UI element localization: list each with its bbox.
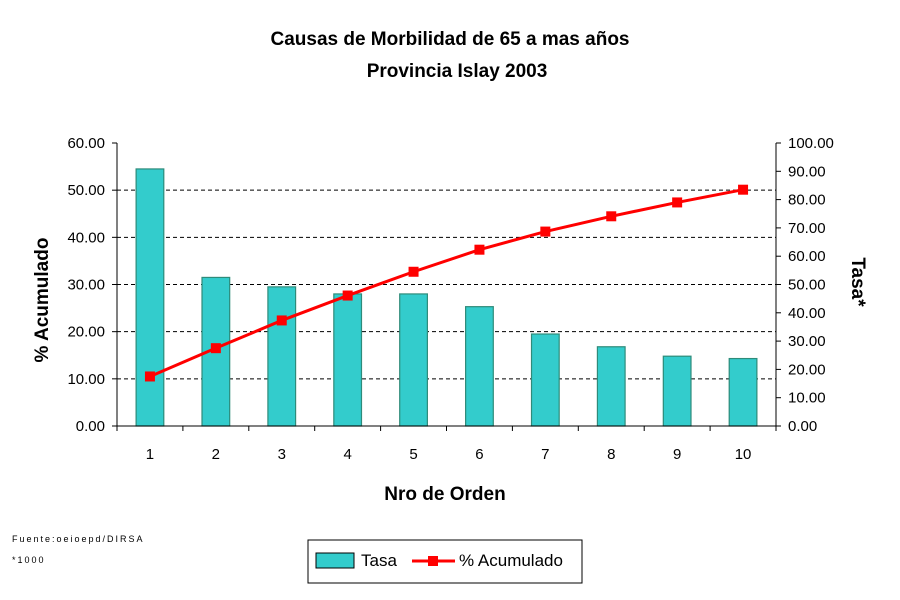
bar-tasa — [465, 306, 494, 427]
x-axis-title: Nro de Orden — [384, 484, 505, 505]
right-tick-label: 90.00 — [788, 163, 826, 180]
left-tick-label: 20.00 — [67, 324, 105, 341]
point-acumulado — [144, 371, 155, 382]
right-tick-label: 30.00 — [788, 333, 826, 350]
bar-tasa — [399, 293, 428, 427]
right-tick-label: 80.00 — [788, 192, 826, 209]
x-tick-label: 10 — [735, 446, 752, 463]
bar-tasa — [662, 355, 692, 427]
right-tick-label: 50.00 — [788, 277, 826, 294]
x-tick-label: 7 — [541, 446, 549, 463]
bar-tasa — [728, 357, 758, 427]
legend-label-acumulado: % Acumulado — [459, 551, 563, 570]
x-tick-label: 3 — [278, 446, 286, 463]
legend-marker-acumulado — [428, 556, 438, 566]
point-acumulado — [474, 244, 485, 255]
bar-tasa — [267, 286, 297, 427]
left-tick-label: 10.00 — [67, 371, 105, 388]
right-tick-label: 70.00 — [788, 220, 826, 237]
chart-subtitle: Provincia Islay 2003 — [367, 61, 548, 82]
tick-labels: 0.00 10.00 20.00 30.00 40.00 50.00 60.00 0.00 10… — [67, 135, 833, 463]
x-tick-label: 2 — [212, 446, 220, 463]
x-tick-label: 6 — [475, 446, 483, 463]
bar-tasa — [333, 293, 363, 427]
left-tick-label: 50.00 — [67, 182, 105, 199]
point-acumulado — [738, 184, 749, 195]
axes — [112, 142, 781, 431]
point-acumulado — [342, 290, 353, 301]
point-acumulado — [606, 211, 617, 222]
point-acumulado — [408, 266, 419, 277]
left-tick-label: 30.00 — [67, 277, 105, 294]
x-tick-label: 8 — [607, 446, 615, 463]
bar-tasa — [596, 346, 626, 427]
right-tick-label: 0.00 — [788, 418, 817, 435]
right-tick-label: 100.00 — [788, 135, 834, 152]
legend: Tasa % Acumulado — [307, 539, 583, 584]
rate-note: *1000 — [12, 555, 46, 565]
chart-title: Causas de Morbilidad de 65 a mas años — [270, 29, 629, 50]
left-axis-title: % Acumulado — [32, 238, 53, 363]
point-acumulado — [210, 343, 221, 354]
x-tick-label: 4 — [343, 446, 351, 463]
bar-tasa — [135, 168, 165, 427]
right-axis-title: Tasa* — [847, 257, 868, 307]
point-acumulado — [540, 226, 551, 237]
right-tick-label: 60.00 — [788, 248, 826, 265]
bar-tasa — [530, 333, 560, 427]
legend-swatch-tasa — [315, 552, 355, 569]
left-tick-label: 40.00 — [67, 229, 105, 246]
x-tick-label: 9 — [673, 446, 681, 463]
bar-series — [135, 168, 758, 427]
right-tick-label: 20.00 — [788, 361, 826, 378]
right-tick-label: 10.00 — [788, 390, 826, 407]
legend-label-tasa: Tasa — [361, 551, 397, 570]
line-series — [144, 184, 749, 382]
left-tick-label: 0.00 — [76, 418, 105, 435]
source-note: Fuente:oeioepd/DIRSA — [12, 534, 145, 544]
left-tick-label: 60.00 — [67, 135, 105, 152]
x-tick-label: 1 — [146, 446, 154, 463]
right-tick-label: 40.00 — [788, 305, 826, 322]
point-acumulado — [276, 315, 287, 326]
x-tick-label: 5 — [409, 446, 417, 463]
point-acumulado — [672, 197, 683, 208]
line-acumulado — [149, 188, 744, 378]
